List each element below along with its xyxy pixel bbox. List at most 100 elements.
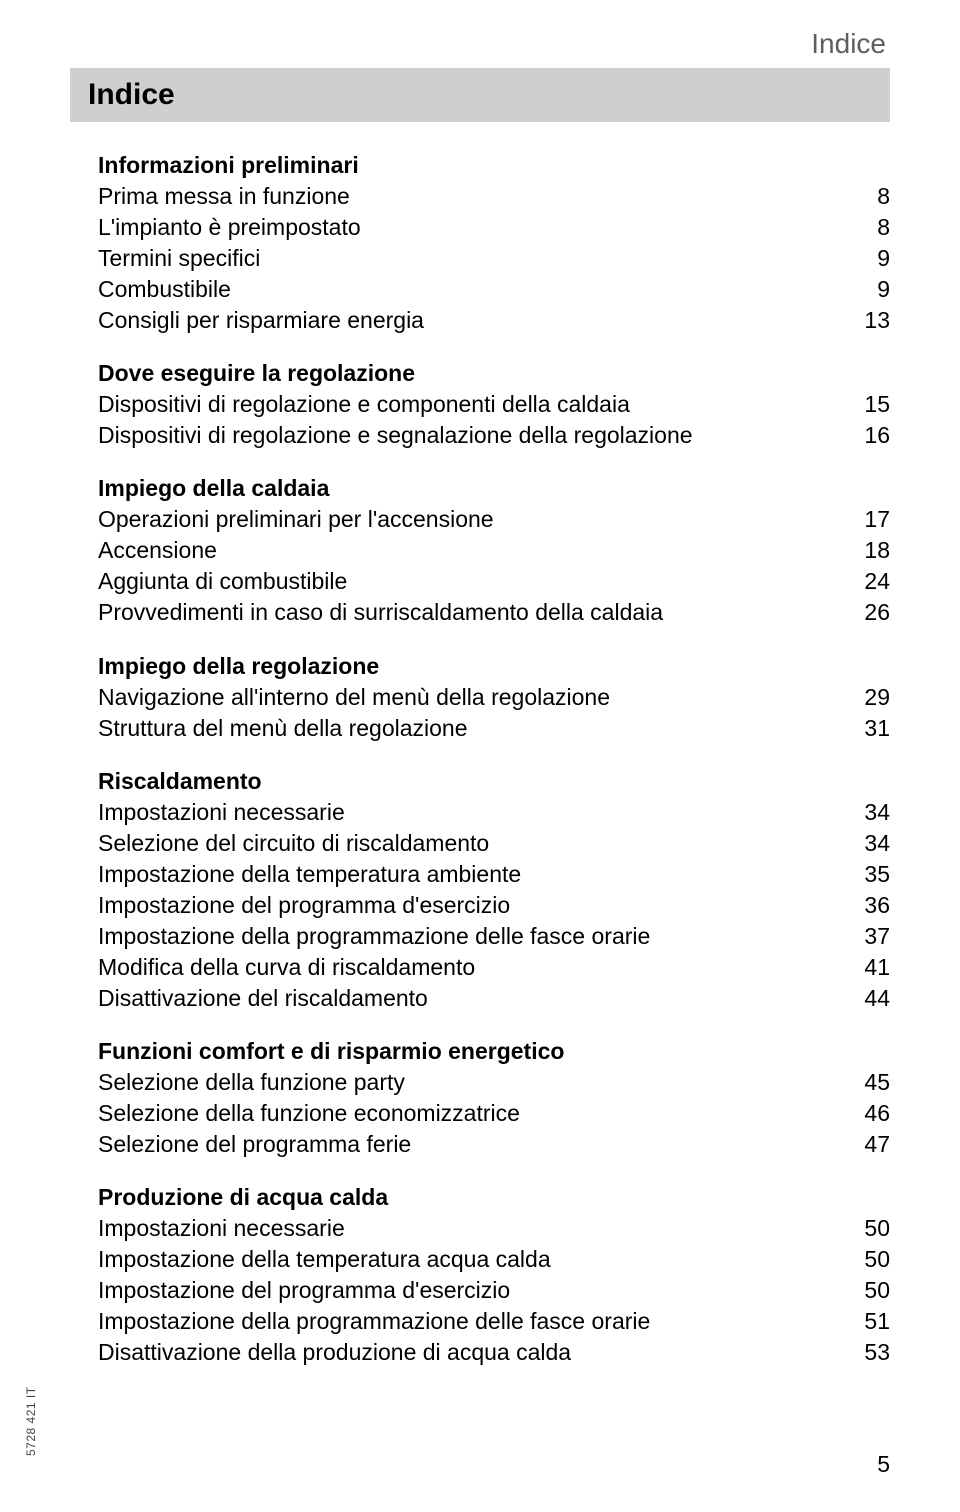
toc-entry-label: Disattivazione della produzione di acqua… — [98, 1337, 571, 1368]
toc-entry: Dispositivi di regolazione e segnalazion… — [98, 420, 890, 451]
toc-entry-label: Impostazioni necessarie — [98, 1213, 345, 1244]
toc-section-title: Funzioni comfort e di risparmio energeti… — [98, 1038, 890, 1065]
toc-entry: Disattivazione del riscaldamento 44 — [98, 983, 890, 1014]
page: Indice Indice Informazioni preliminariPr… — [0, 0, 960, 1512]
toc-entry-label: Selezione del programma ferie — [98, 1129, 411, 1160]
toc-entry: Selezione della funzione party 45 — [98, 1067, 890, 1098]
toc-section-title: Dove eseguire la regolazione — [98, 360, 890, 387]
toc-entry-label: Impostazione della programmazione delle … — [98, 1306, 650, 1337]
toc-entry: Impostazione del programma d'esercizio 50 — [98, 1275, 890, 1306]
toc-entry-page: 29 — [850, 682, 890, 713]
toc-section: Informazioni preliminariPrima messa in f… — [98, 152, 890, 336]
toc-entry-page: 34 — [850, 828, 890, 859]
toc-entry-label: Termini specifici — [98, 243, 260, 274]
toc-entry: Impostazione della programmazione delle … — [98, 1306, 890, 1337]
toc-entry-page: 41 — [850, 952, 890, 983]
toc-entry-label: Provvedimenti in caso di surriscaldament… — [98, 597, 663, 628]
toc-container: Informazioni preliminariPrima messa in f… — [98, 152, 890, 1368]
toc-section-title: Riscaldamento — [98, 768, 890, 795]
toc-entry-label: Impostazione della temperatura acqua cal… — [98, 1244, 551, 1275]
toc-section: RiscaldamentoImpostazioni necessarie34Se… — [98, 768, 890, 1014]
toc-section-title: Impiego della regolazione — [98, 653, 890, 680]
toc-entry-page: 50 — [850, 1275, 890, 1306]
toc-entry-label: Prima messa in funzione — [98, 181, 350, 212]
toc-entry-page: 24 — [850, 566, 890, 597]
toc-entry: Impostazione della temperatura acqua cal… — [98, 1244, 890, 1275]
toc-entry-page: 8 — [850, 212, 890, 243]
toc-entry-page: 50 — [850, 1244, 890, 1275]
toc-entry-label: Operazioni preliminari per l'accensione — [98, 504, 494, 535]
toc-entry-label: L'impianto è preimpostato — [98, 212, 361, 243]
toc-entry-page: 9 — [850, 274, 890, 305]
toc-entry-page: 45 — [850, 1067, 890, 1098]
toc-entry-page: 46 — [850, 1098, 890, 1129]
toc-entry: Impostazione del programma d'esercizio 36 — [98, 890, 890, 921]
toc-entry-page: 51 — [850, 1306, 890, 1337]
toc-section-title: Produzione di acqua calda — [98, 1184, 890, 1211]
toc-entry-page: 31 — [850, 713, 890, 744]
toc-entry: L'impianto è preimpostato 8 — [98, 212, 890, 243]
toc-section: Dove eseguire la regolazioneDispositivi … — [98, 360, 890, 451]
toc-entry: Dispositivi di regolazione e componenti … — [98, 389, 890, 420]
toc-entry-label: Selezione del circuito di riscaldamento — [98, 828, 489, 859]
toc-entry: Termini specifici 9 — [98, 243, 890, 274]
toc-entry-label: Modifica della curva di riscaldamento — [98, 952, 475, 983]
toc-entry-label: Impostazione del programma d'esercizio — [98, 1275, 510, 1306]
toc-entry-page: 26 — [850, 597, 890, 628]
toc-entry-label: Impostazione della programmazione delle … — [98, 921, 650, 952]
toc-entry: Selezione del programma ferie 47 — [98, 1129, 890, 1160]
toc-entry: Navigazione all'interno del menù della r… — [98, 682, 890, 713]
toc-entry: Combustibile 9 — [98, 274, 890, 305]
toc-entry-label: Impostazione del programma d'esercizio — [98, 890, 510, 921]
toc-entry-page: 17 — [850, 504, 890, 535]
toc-entry-label: Dispositivi di regolazione e segnalazion… — [98, 420, 693, 451]
toc-entry-label: Selezione della funzione economizzatrice — [98, 1098, 520, 1129]
toc-entry-label: Selezione della funzione party — [98, 1067, 405, 1098]
toc-entry: Impostazione della programmazione delle … — [98, 921, 890, 952]
toc-entry-page: 50 — [850, 1213, 890, 1244]
toc-entry: Consigli per risparmiare energia13 — [98, 305, 890, 336]
toc-entry: Impostazioni necessarie 34 — [98, 797, 890, 828]
toc-entry: Prima messa in funzione 8 — [98, 181, 890, 212]
toc-entry-label: Aggiunta di combustibile — [98, 566, 347, 597]
toc-entry: Modifica della curva di riscaldamento 41 — [98, 952, 890, 983]
toc-entry-page: 44 — [850, 983, 890, 1014]
toc-entry-label: Consigli per risparmiare energia — [98, 305, 424, 336]
toc-entry-page: 36 — [850, 890, 890, 921]
toc-entry-page: 16 — [850, 420, 890, 451]
toc-section: Impiego della regolazioneNavigazione all… — [98, 653, 890, 744]
page-section-label: Indice — [98, 28, 890, 60]
toc-entry-page: 47 — [850, 1129, 890, 1160]
toc-entry: Impostazioni necessarie 50 — [98, 1213, 890, 1244]
toc-entry-page: 34 — [850, 797, 890, 828]
toc-entry-label: Impostazione della temperatura ambiente — [98, 859, 521, 890]
toc-entry-label: Combustibile — [98, 274, 231, 305]
toc-entry: Accensione 18 — [98, 535, 890, 566]
toc-section-title: Impiego della caldaia — [98, 475, 890, 502]
toc-entry-label: Dispositivi di regolazione e componenti … — [98, 389, 630, 420]
toc-entry: Operazioni preliminari per l'accensione 1… — [98, 504, 890, 535]
toc-entry-page: 37 — [850, 921, 890, 952]
toc-section: Funzioni comfort e di risparmio energeti… — [98, 1038, 890, 1160]
page-number: 5 — [877, 1451, 890, 1478]
toc-entry: Impostazione della temperatura ambiente 3… — [98, 859, 890, 890]
toc-entry-page: 35 — [850, 859, 890, 890]
toc-entry: Selezione della funzione economizzatrice… — [98, 1098, 890, 1129]
toc-entry: Disattivazione della produzione di acqua… — [98, 1337, 890, 1368]
toc-entry: Aggiunta di combustibile 24 — [98, 566, 890, 597]
toc-section: Impiego della caldaiaOperazioni prelimin… — [98, 475, 890, 628]
toc-entry: Struttura del menù della regolazione31 — [98, 713, 890, 744]
side-doc-code: 5728 421 IT — [24, 1386, 38, 1456]
toc-entry: Provvedimenti in caso di surriscaldament… — [98, 597, 890, 628]
toc-section-title: Informazioni preliminari — [98, 152, 890, 179]
page-title: Indice — [70, 68, 890, 122]
toc-section: Produzione di acqua caldaImpostazioni ne… — [98, 1184, 890, 1368]
toc-entry-label: Accensione — [98, 535, 217, 566]
toc-entry-page: 8 — [850, 181, 890, 212]
toc-entry: Selezione del circuito di riscaldamento 3… — [98, 828, 890, 859]
toc-entry-page: 9 — [850, 243, 890, 274]
toc-entry-label: Navigazione all'interno del menù della r… — [98, 682, 610, 713]
toc-entry-label: Impostazioni necessarie — [98, 797, 345, 828]
toc-entry-label: Disattivazione del riscaldamento — [98, 983, 428, 1014]
toc-entry-page: 18 — [850, 535, 890, 566]
